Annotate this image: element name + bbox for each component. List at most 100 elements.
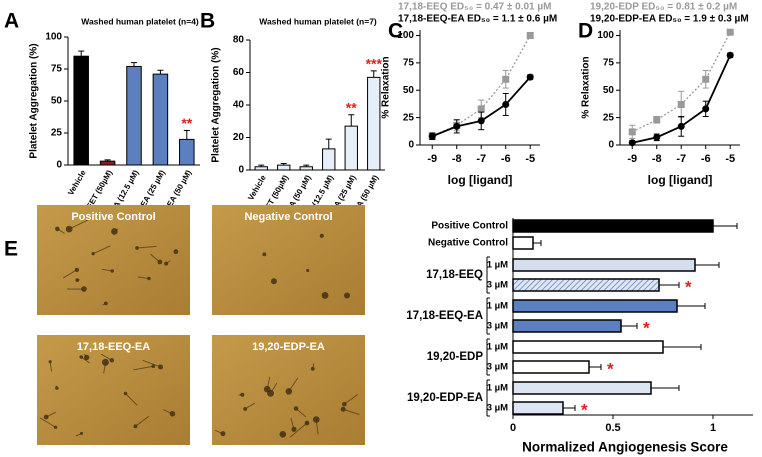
cell bbox=[270, 278, 277, 285]
cell bbox=[279, 431, 287, 438]
cell-process bbox=[57, 228, 65, 234]
y-tick-label: 20 bbox=[233, 132, 245, 143]
marker bbox=[428, 132, 436, 140]
cell-process bbox=[92, 245, 111, 255]
x-tick-label: 0 bbox=[510, 422, 516, 434]
x-tick-label: Vehicle bbox=[246, 173, 268, 202]
marker bbox=[677, 122, 685, 130]
micrograph bbox=[37, 205, 190, 315]
category-label: 1 µM bbox=[487, 383, 508, 394]
marker bbox=[526, 73, 534, 81]
cell-process bbox=[137, 245, 157, 249]
cell-process bbox=[344, 394, 358, 405]
significance: ** bbox=[346, 99, 357, 115]
marker bbox=[477, 117, 485, 125]
marker bbox=[702, 105, 710, 113]
y-axis-label: Platelet Aggregation (%) bbox=[29, 43, 40, 158]
image-label: Positive Control bbox=[71, 211, 155, 223]
cell bbox=[321, 291, 329, 299]
group-label: 17,18-EEQ-EA bbox=[406, 310, 483, 322]
image-label: Negative Control bbox=[244, 211, 332, 223]
cell bbox=[103, 301, 108, 306]
group-label: 19,20-EDP bbox=[427, 351, 484, 363]
image-label: 19,20-EDP-EA bbox=[252, 341, 325, 353]
legend-label: 17,18-EEQ-EA ED₅₀ = 1.1 ± 0.6 µM bbox=[398, 14, 557, 25]
cell-process bbox=[49, 361, 53, 372]
bar bbox=[512, 258, 696, 272]
bar bbox=[512, 360, 590, 374]
cell-process bbox=[100, 353, 113, 361]
category-label: 1 µM bbox=[487, 342, 508, 353]
cell-process bbox=[266, 376, 271, 390]
category-label: Positive Control bbox=[431, 221, 508, 232]
bar bbox=[73, 55, 89, 166]
cell-process bbox=[103, 362, 106, 374]
cell-process bbox=[137, 276, 150, 280]
cell-process bbox=[289, 422, 308, 438]
x-tick-label: -6 bbox=[701, 153, 711, 165]
panel-label: B bbox=[200, 10, 215, 33]
y-tick-label: 80 bbox=[233, 35, 245, 46]
marker bbox=[702, 75, 710, 83]
bar bbox=[179, 138, 195, 166]
y-tick-label: 75 bbox=[403, 57, 415, 68]
marker bbox=[502, 75, 510, 83]
y-axis-label: Platelet Aggregation (%) bbox=[211, 47, 222, 162]
micrograph bbox=[37, 335, 190, 445]
marker bbox=[477, 105, 485, 113]
y-tick-label: 0 bbox=[56, 160, 62, 171]
x-tick-label: -5 bbox=[525, 153, 535, 165]
y-tick-label: 25 bbox=[603, 112, 615, 123]
cell-process bbox=[135, 415, 149, 427]
y-tick-label: 25 bbox=[403, 112, 415, 123]
x-tick-label: -7 bbox=[676, 153, 686, 165]
y-tick-label: 50 bbox=[403, 85, 415, 96]
bar bbox=[512, 299, 678, 313]
cell-process bbox=[101, 268, 113, 272]
cell bbox=[151, 364, 156, 369]
x-tick-label: -8 bbox=[452, 153, 462, 165]
bar bbox=[512, 401, 564, 415]
image-label: 17,18-EEQ-EA bbox=[77, 341, 150, 353]
bar bbox=[254, 166, 268, 171]
significance: ** bbox=[181, 115, 192, 131]
cell-process bbox=[150, 253, 161, 263]
x-tick-label: -6 bbox=[501, 153, 511, 165]
y-tick-label: 50 bbox=[51, 96, 63, 107]
cell-process bbox=[343, 408, 360, 416]
cell-process bbox=[214, 429, 224, 435]
x-tick-label: 1 bbox=[710, 422, 716, 434]
cell bbox=[319, 233, 324, 238]
marker bbox=[653, 116, 661, 124]
cell-process bbox=[295, 408, 307, 418]
chart-title: Washed human platelet (n=4) bbox=[81, 16, 199, 26]
y-axis-label: % Relaxation bbox=[381, 56, 392, 118]
cell-process bbox=[75, 432, 82, 437]
x-tick-label: -7 bbox=[476, 153, 486, 165]
category-label: Negative Control bbox=[428, 238, 508, 249]
cell-process bbox=[83, 353, 88, 358]
cell-process bbox=[62, 269, 78, 279]
cell-process bbox=[45, 411, 56, 418]
significance: * bbox=[643, 318, 650, 337]
group-label: 17,18-EEQ bbox=[426, 269, 483, 281]
significance: *** bbox=[366, 56, 383, 72]
legend-label: 17,18-EEQ ED₅₀ = 0.47 ± 0.01 µM bbox=[398, 2, 551, 13]
bar bbox=[512, 219, 714, 233]
bar bbox=[299, 166, 313, 171]
significance: * bbox=[685, 277, 692, 296]
chart-title: Washed human platelet (n=7) bbox=[259, 16, 377, 26]
marker bbox=[677, 100, 685, 108]
cell-process bbox=[102, 302, 107, 306]
marker bbox=[653, 133, 661, 141]
marker bbox=[726, 51, 734, 59]
panel-label: D bbox=[578, 20, 593, 43]
legend-label: 19,20-EDP-EA ED₅₀ = 1.9 ± 0.3 µM bbox=[590, 14, 749, 25]
cell-process bbox=[39, 417, 56, 428]
cell-process bbox=[244, 402, 256, 410]
y-tick-label: 40 bbox=[233, 100, 245, 111]
marker bbox=[526, 31, 534, 39]
cell-process bbox=[133, 365, 154, 371]
x-tick-label: -9 bbox=[427, 153, 437, 165]
x-tick-label: -8 bbox=[652, 153, 662, 165]
